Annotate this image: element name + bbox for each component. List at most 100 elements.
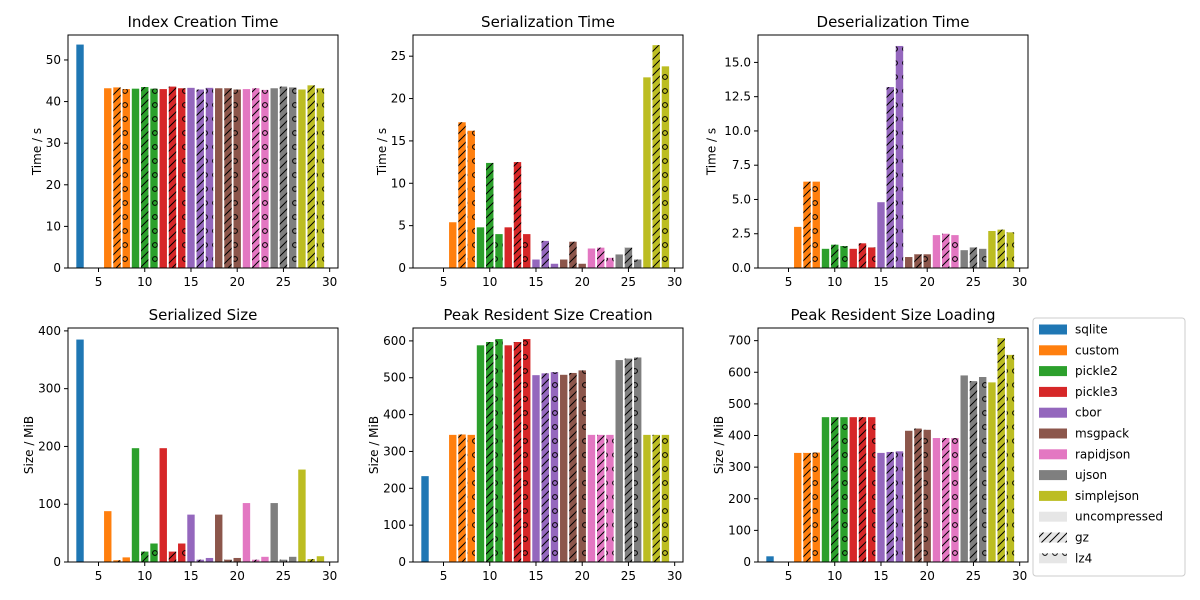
- x-tick-label: 30: [322, 275, 337, 289]
- legend-swatch: [1039, 345, 1067, 356]
- y-tick-label: 500: [728, 397, 751, 411]
- bar-simplejson-uncompressed: [298, 469, 306, 562]
- bar-hatch-rapidjson-lz4: [261, 556, 269, 562]
- legend-item-msgpack: msgpack: [1039, 427, 1129, 441]
- x-tick-label: 5: [440, 569, 448, 583]
- bar-hatch-ujson-gz: [279, 86, 288, 268]
- legend-swatch: [1039, 386, 1067, 397]
- bar-hatch-pickle3-lz4: [178, 543, 186, 562]
- bar-pickle3-uncompressed: [849, 417, 857, 562]
- bar-hatch-cbor-gz: [541, 373, 549, 562]
- chart-title: Deserialization Time: [817, 13, 970, 31]
- x-tick-label: 20: [575, 275, 590, 289]
- bar-hatch-msgpack-lz4: [233, 557, 241, 562]
- y-tick-label: 0.0: [732, 261, 751, 275]
- bar-pickle3-uncompressed: [504, 227, 512, 268]
- bar-hatch-pickle2-gz: [831, 417, 839, 562]
- bar-hatch-cbor-gz: [541, 240, 549, 268]
- bar-pickle2-uncompressed: [131, 88, 140, 268]
- x-tick-label: 15: [183, 275, 198, 289]
- x-tick-label: 25: [276, 275, 291, 289]
- bar-hatch-custom-gz: [113, 87, 121, 268]
- y-tick-label: 300: [38, 382, 61, 396]
- legend-swatch: [1039, 470, 1067, 481]
- axes-frame: [412, 327, 684, 563]
- bar-hatch-ujson-lz4: [978, 377, 987, 562]
- legend-label: pickle3: [1075, 385, 1118, 399]
- bar-hatch-pickle3-lz4: [523, 234, 531, 268]
- bar-hatch-custom-gz: [803, 452, 811, 562]
- chart-deserialization-time: 5 10 15 20 25 30 0.0 2.5 5.0 7.5 10.0 12.5 15.0 Deser…: [705, 13, 1029, 289]
- bar-sqlite-uncompressed: [766, 556, 774, 562]
- legend-label: sqlite: [1075, 323, 1108, 337]
- bar-hatch-cbor-lz4: [550, 263, 559, 268]
- legend-frame: [1032, 317, 1186, 577]
- legend-swatch: [1039, 490, 1067, 501]
- legend-swatch: [1039, 532, 1067, 543]
- bar-hatch-simplejson-lz4: [316, 88, 325, 268]
- y-tick-label: 400: [38, 324, 61, 338]
- legend-label: uncompressed: [1075, 510, 1163, 524]
- legend-swatch: [1039, 366, 1067, 377]
- legend-item-pickle2: pickle2: [1039, 364, 1118, 378]
- y-tick-label: 10: [391, 176, 406, 190]
- bar-msgpack-uncompressed: [215, 88, 223, 268]
- bar-hatch-cbor-lz4: [550, 372, 559, 562]
- bar-hatch-simplejson-gz: [307, 85, 315, 268]
- bar-pickle3-uncompressed: [504, 345, 512, 562]
- bar-hatch-msgpack-lz4: [233, 89, 241, 268]
- bar-hatch-ujson-gz: [969, 381, 978, 562]
- x-tick-label: 15: [873, 569, 888, 583]
- axes-frame: [67, 327, 339, 563]
- bar-hatch-ujson-gz: [279, 559, 288, 562]
- bar-hatch-pickle2-gz: [486, 162, 494, 268]
- bar-hatch-cbor-gz: [886, 87, 894, 268]
- bar-hatch-cbor-lz4: [205, 557, 214, 562]
- y-tick-label: 20: [46, 178, 61, 192]
- bar-hatch-simplejson-gz: [652, 45, 660, 268]
- legend-label: ujson: [1075, 468, 1107, 482]
- bar-hatch-msgpack-gz: [914, 254, 922, 268]
- y-tick-label: 400: [383, 408, 406, 422]
- x-tick-label: 10: [137, 569, 152, 583]
- bar-hatch-pickle3-lz4: [523, 339, 531, 562]
- bar-hatch-simplejson-lz4: [661, 66, 670, 268]
- x-tick-label: 30: [667, 275, 682, 289]
- legend-item-rapidjson: rapidjson: [1039, 447, 1130, 461]
- y-tick-label: 0: [53, 555, 61, 569]
- y-axis-label: Time / s: [705, 128, 719, 176]
- bar-custom-uncompressed: [794, 226, 802, 268]
- bar-hatch-ujson-lz4: [288, 556, 297, 562]
- legend-label: msgpack: [1075, 427, 1129, 441]
- legend-label: simplejson: [1075, 489, 1139, 503]
- bar-pickle2-uncompressed: [476, 227, 485, 268]
- bar-ujson-uncompressed: [270, 88, 278, 268]
- bar-hatch-pickle2-gz: [486, 342, 494, 562]
- bar-pickle2-uncompressed: [476, 345, 485, 562]
- y-tick-label: 30: [46, 136, 61, 150]
- bar-pickle3-uncompressed: [159, 448, 167, 562]
- x-tick-label: 25: [966, 275, 981, 289]
- bar-hatch-pickle2-lz4: [150, 88, 158, 268]
- y-axis-label: Time / s: [30, 128, 44, 176]
- legend-label: rapidjson: [1075, 447, 1130, 461]
- x-tick-label: 30: [1012, 275, 1027, 289]
- x-tick-label: 10: [827, 569, 842, 583]
- bar-msgpack-uncompressed: [905, 257, 913, 268]
- chart-title: Peak Resident Size Creation: [443, 306, 652, 324]
- bar-hatch-pickle3-lz4: [868, 417, 876, 562]
- y-axis-label: Time / s: [375, 128, 389, 176]
- legend-item-uncompressed: uncompressed: [1039, 510, 1163, 524]
- bar-ujson-uncompressed: [615, 360, 623, 562]
- x-tick-label: 5: [440, 275, 448, 289]
- bar-hatch-pickle3-gz: [168, 551, 177, 562]
- legend-label: pickle2: [1075, 364, 1118, 378]
- bar-hatch-rapidjson-lz4: [951, 438, 959, 562]
- chart-title: Peak Resident Size Loading: [791, 306, 996, 324]
- bar-hatch-msgpack-gz: [224, 559, 232, 562]
- y-tick-label: 0: [398, 555, 406, 569]
- bar-hatch-pickle2-lz4: [840, 417, 848, 562]
- y-tick-label: 600: [383, 334, 406, 348]
- y-tick-label: 5.0: [732, 192, 751, 206]
